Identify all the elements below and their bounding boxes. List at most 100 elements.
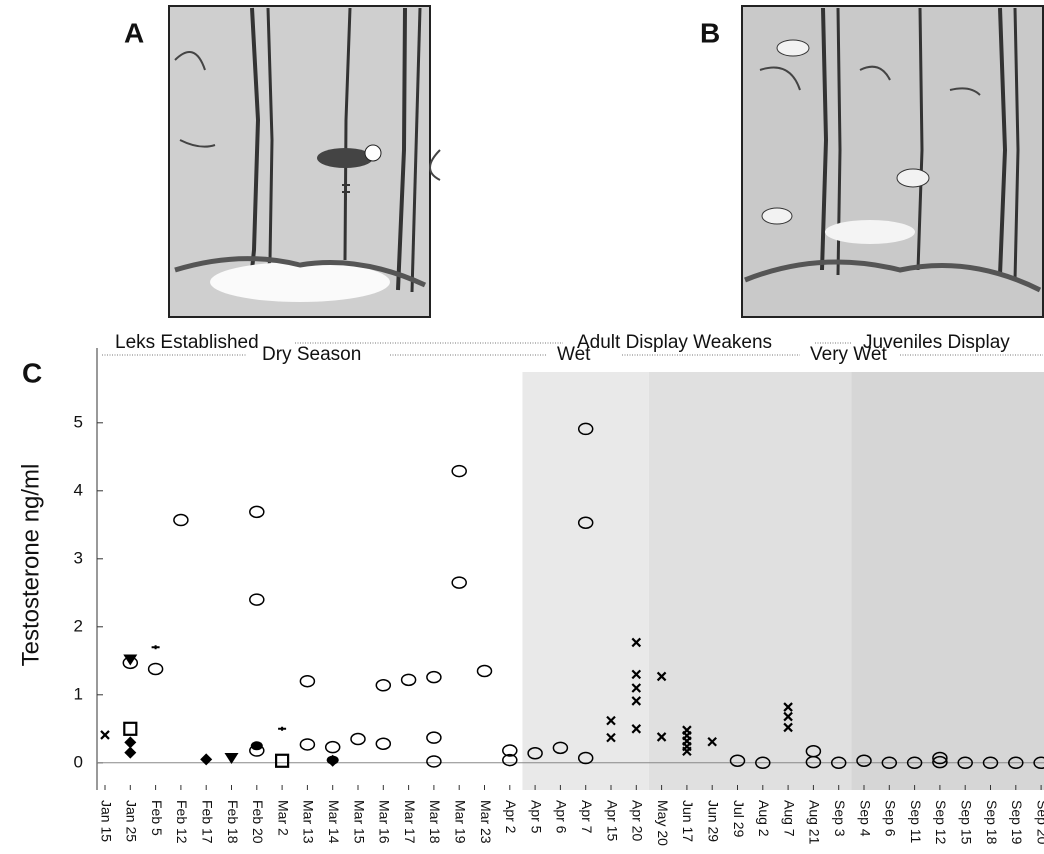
y-axis-label: Testosterone ng/ml [17,464,44,667]
illustration-a [168,5,441,318]
x-tick-label: Mar 2 [275,800,291,836]
point [476,664,493,678]
x-tick-label: Feb 20 [250,800,266,844]
point [278,726,287,731]
x-tick-label: Aug 21 [807,800,823,845]
x-tick-label: Apr 7 [579,800,595,834]
x-tick-label: Jun 29 [705,800,721,842]
point [982,756,999,770]
x-tick-label: Jul 29 [731,800,747,838]
point [805,755,822,769]
x-tick-label: Mar 18 [427,800,443,844]
x-tick-label: Sep 11 [908,800,924,844]
annotation: Juveniles Display [863,332,1010,353]
annotation: Very Wet [810,344,887,365]
x-tick-label: Sep 18 [984,800,1000,845]
point [631,724,642,734]
x-tick-label: May 20 [655,800,671,846]
point [200,753,213,766]
panel-label: B [700,17,720,48]
point [783,722,793,733]
panel-label: A [124,17,144,48]
x-tick-label: Apr 15 [604,800,620,841]
y-tick-label: 0 [74,752,83,771]
point [932,755,948,769]
point [656,671,667,682]
point [682,746,692,757]
x-tick-label: Sep 19 [1009,800,1025,845]
point [426,670,442,684]
x-tick-label: Apr 5 [528,800,544,834]
point [249,505,265,519]
y-tick-label: 5 [74,412,83,431]
x-tick-label: Apr 20 [630,800,646,841]
y-tick-label: 3 [74,548,83,567]
point [881,756,898,770]
point [400,673,417,687]
point [527,747,543,760]
point [856,754,872,768]
point [426,755,442,768]
x-tick-label: Sep 4 [857,800,873,837]
point [375,737,392,751]
point [577,516,594,530]
point [707,736,717,747]
shaded-region [648,372,852,790]
point [932,751,948,765]
point [249,593,265,606]
x-tick-label: Sep 15 [958,800,974,845]
annotation: Leks Established [115,332,259,353]
point [577,751,594,765]
point [250,741,263,751]
point [299,738,316,751]
point [123,721,138,736]
point [656,732,667,742]
x-tick-label: Mar 19 [452,800,468,844]
point [577,422,594,436]
point [1033,756,1044,770]
point [451,464,467,478]
x-tick-label: Feb 18 [225,800,241,844]
point [224,753,239,765]
point [606,715,616,726]
annotation: Wet [557,344,591,365]
x-tick-label: Jan 15 [98,800,114,842]
x-tick-label: Sep 12 [933,800,949,845]
panel-label: C [22,357,42,388]
point [375,679,392,692]
point [957,756,973,770]
shaded-region [522,372,649,790]
point [631,637,642,648]
point [755,756,771,770]
point [906,756,923,770]
point [502,744,518,757]
point [326,755,339,765]
x-tick-label: Apr 6 [554,800,570,834]
shaded-region [851,372,1044,790]
point [151,645,160,650]
point [350,732,366,746]
point [324,740,341,754]
x-tick-label: Sep 20 [1034,800,1044,845]
point [830,756,847,770]
x-tick-label: Mar 14 [326,800,342,844]
y-tick-label: 1 [74,684,83,703]
y-tick-label: 2 [74,616,83,635]
annotation: Adult Display Weakens [577,332,772,353]
annotation: Dry Season [262,344,361,365]
point [631,696,642,706]
point [502,753,518,767]
x-tick-label: Jan 25 [124,800,140,842]
point [451,576,467,589]
x-tick-label: Aug 7 [781,800,797,837]
point [123,654,138,666]
point [100,730,110,740]
point [124,736,137,749]
point [783,711,793,722]
point [275,753,290,768]
point [631,669,642,680]
y-tick-label: 4 [74,480,83,499]
x-tick-label: Sep 3 [832,800,848,837]
